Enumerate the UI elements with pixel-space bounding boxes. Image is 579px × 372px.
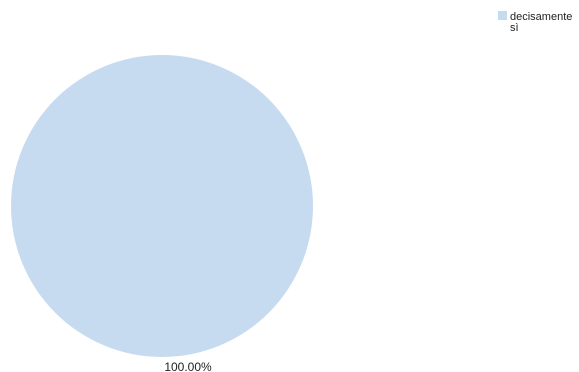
legend-label-1: decisamente sì xyxy=(510,11,572,34)
pie-slice-1 xyxy=(11,55,313,357)
pie-slices xyxy=(11,55,313,357)
pie-data-labels: 100.00% xyxy=(164,360,212,372)
legend: decisamente sì xyxy=(498,11,572,34)
legend-swatch-1 xyxy=(498,11,507,20)
pie-data-label-1: 100.00% xyxy=(164,360,212,372)
